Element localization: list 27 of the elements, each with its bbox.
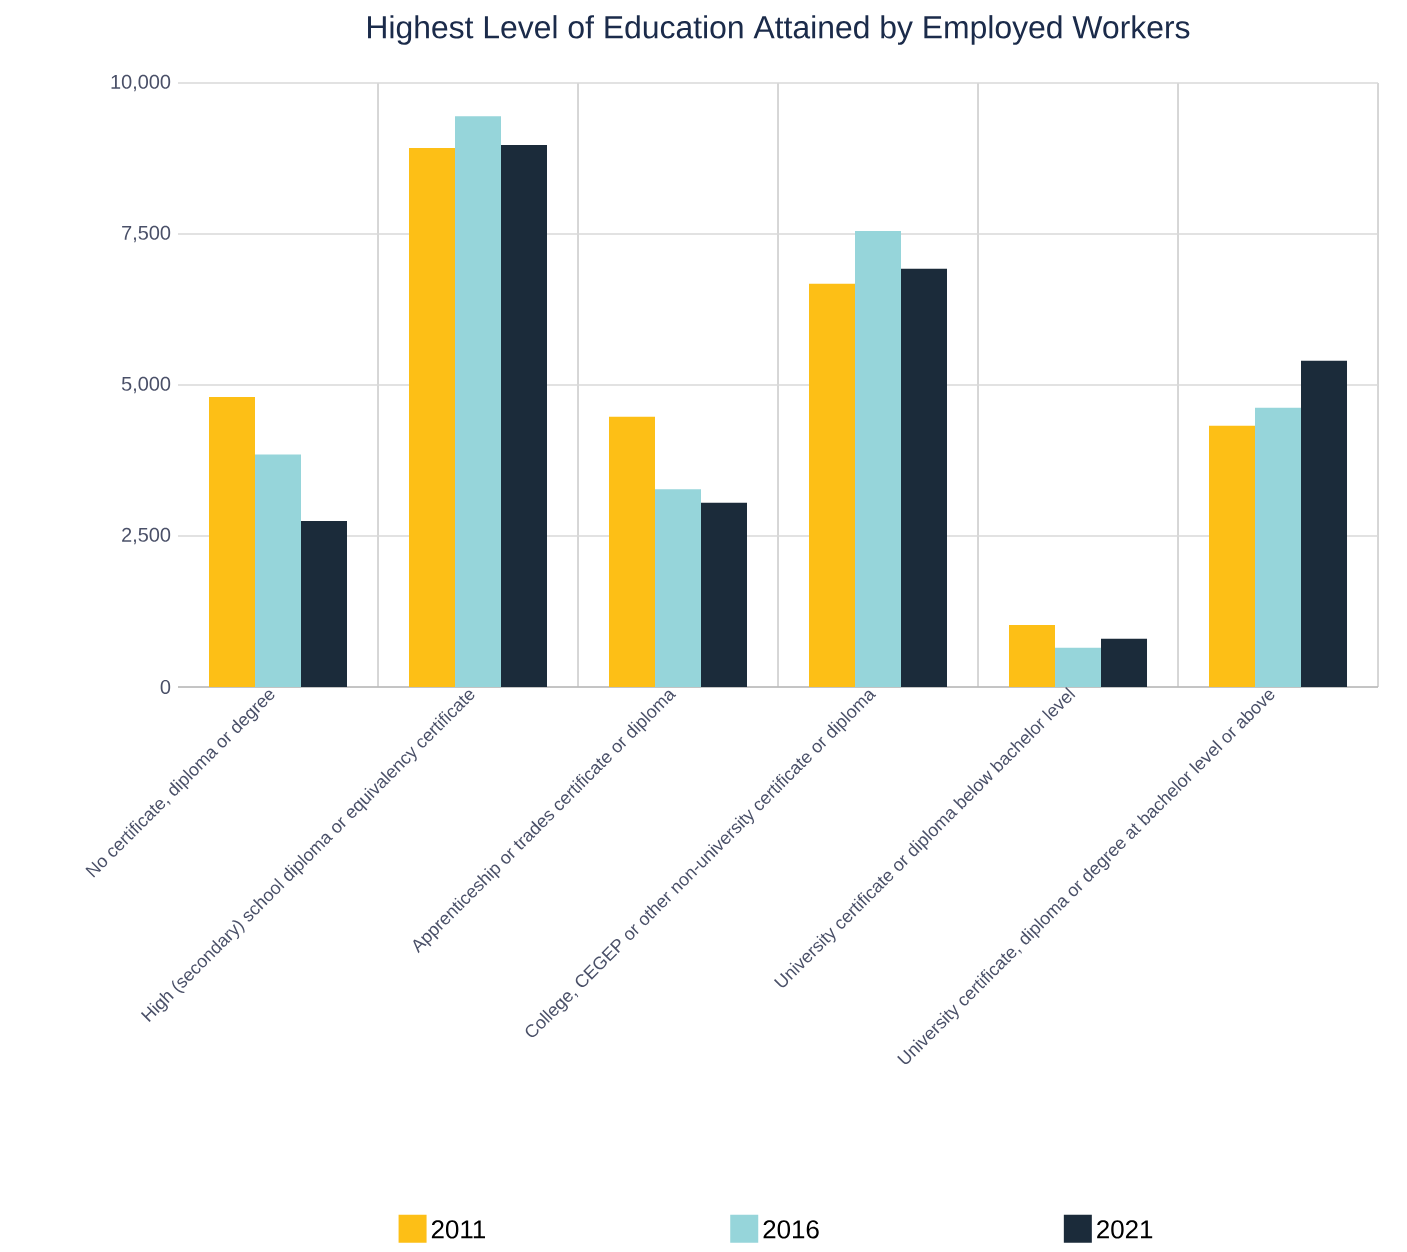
bar bbox=[409, 147, 455, 687]
legend-label: 2011 bbox=[431, 1220, 485, 1239]
bar bbox=[1255, 407, 1301, 687]
bar bbox=[501, 144, 547, 687]
bar bbox=[701, 502, 747, 687]
bar bbox=[255, 454, 301, 687]
bar bbox=[455, 116, 501, 687]
y-tick-label: 2,500 bbox=[122, 527, 171, 545]
bar bbox=[1101, 638, 1148, 687]
y-tick-label: 10,000 bbox=[111, 74, 171, 92]
y-tick-label: 5,000 bbox=[121, 376, 171, 394]
bar bbox=[209, 397, 255, 687]
y-tick-label: 0 bbox=[160, 679, 171, 695]
bar bbox=[1209, 425, 1255, 687]
bar bbox=[1009, 625, 1055, 687]
y-tick-label: 7,500 bbox=[122, 225, 171, 243]
bar bbox=[301, 520, 347, 687]
bar bbox=[609, 416, 655, 687]
bar bbox=[1055, 647, 1101, 687]
bar bbox=[655, 489, 701, 687]
bar bbox=[1301, 360, 1348, 687]
bar bbox=[901, 268, 947, 687]
bar bbox=[855, 230, 901, 687]
bar bbox=[809, 283, 855, 687]
legend-label: 2021 bbox=[1097, 1220, 1153, 1239]
chart-title: Highest Level of Education Attained by Employed Workers bbox=[368, 15, 1190, 45]
legend-label: 2016 bbox=[763, 1220, 819, 1239]
